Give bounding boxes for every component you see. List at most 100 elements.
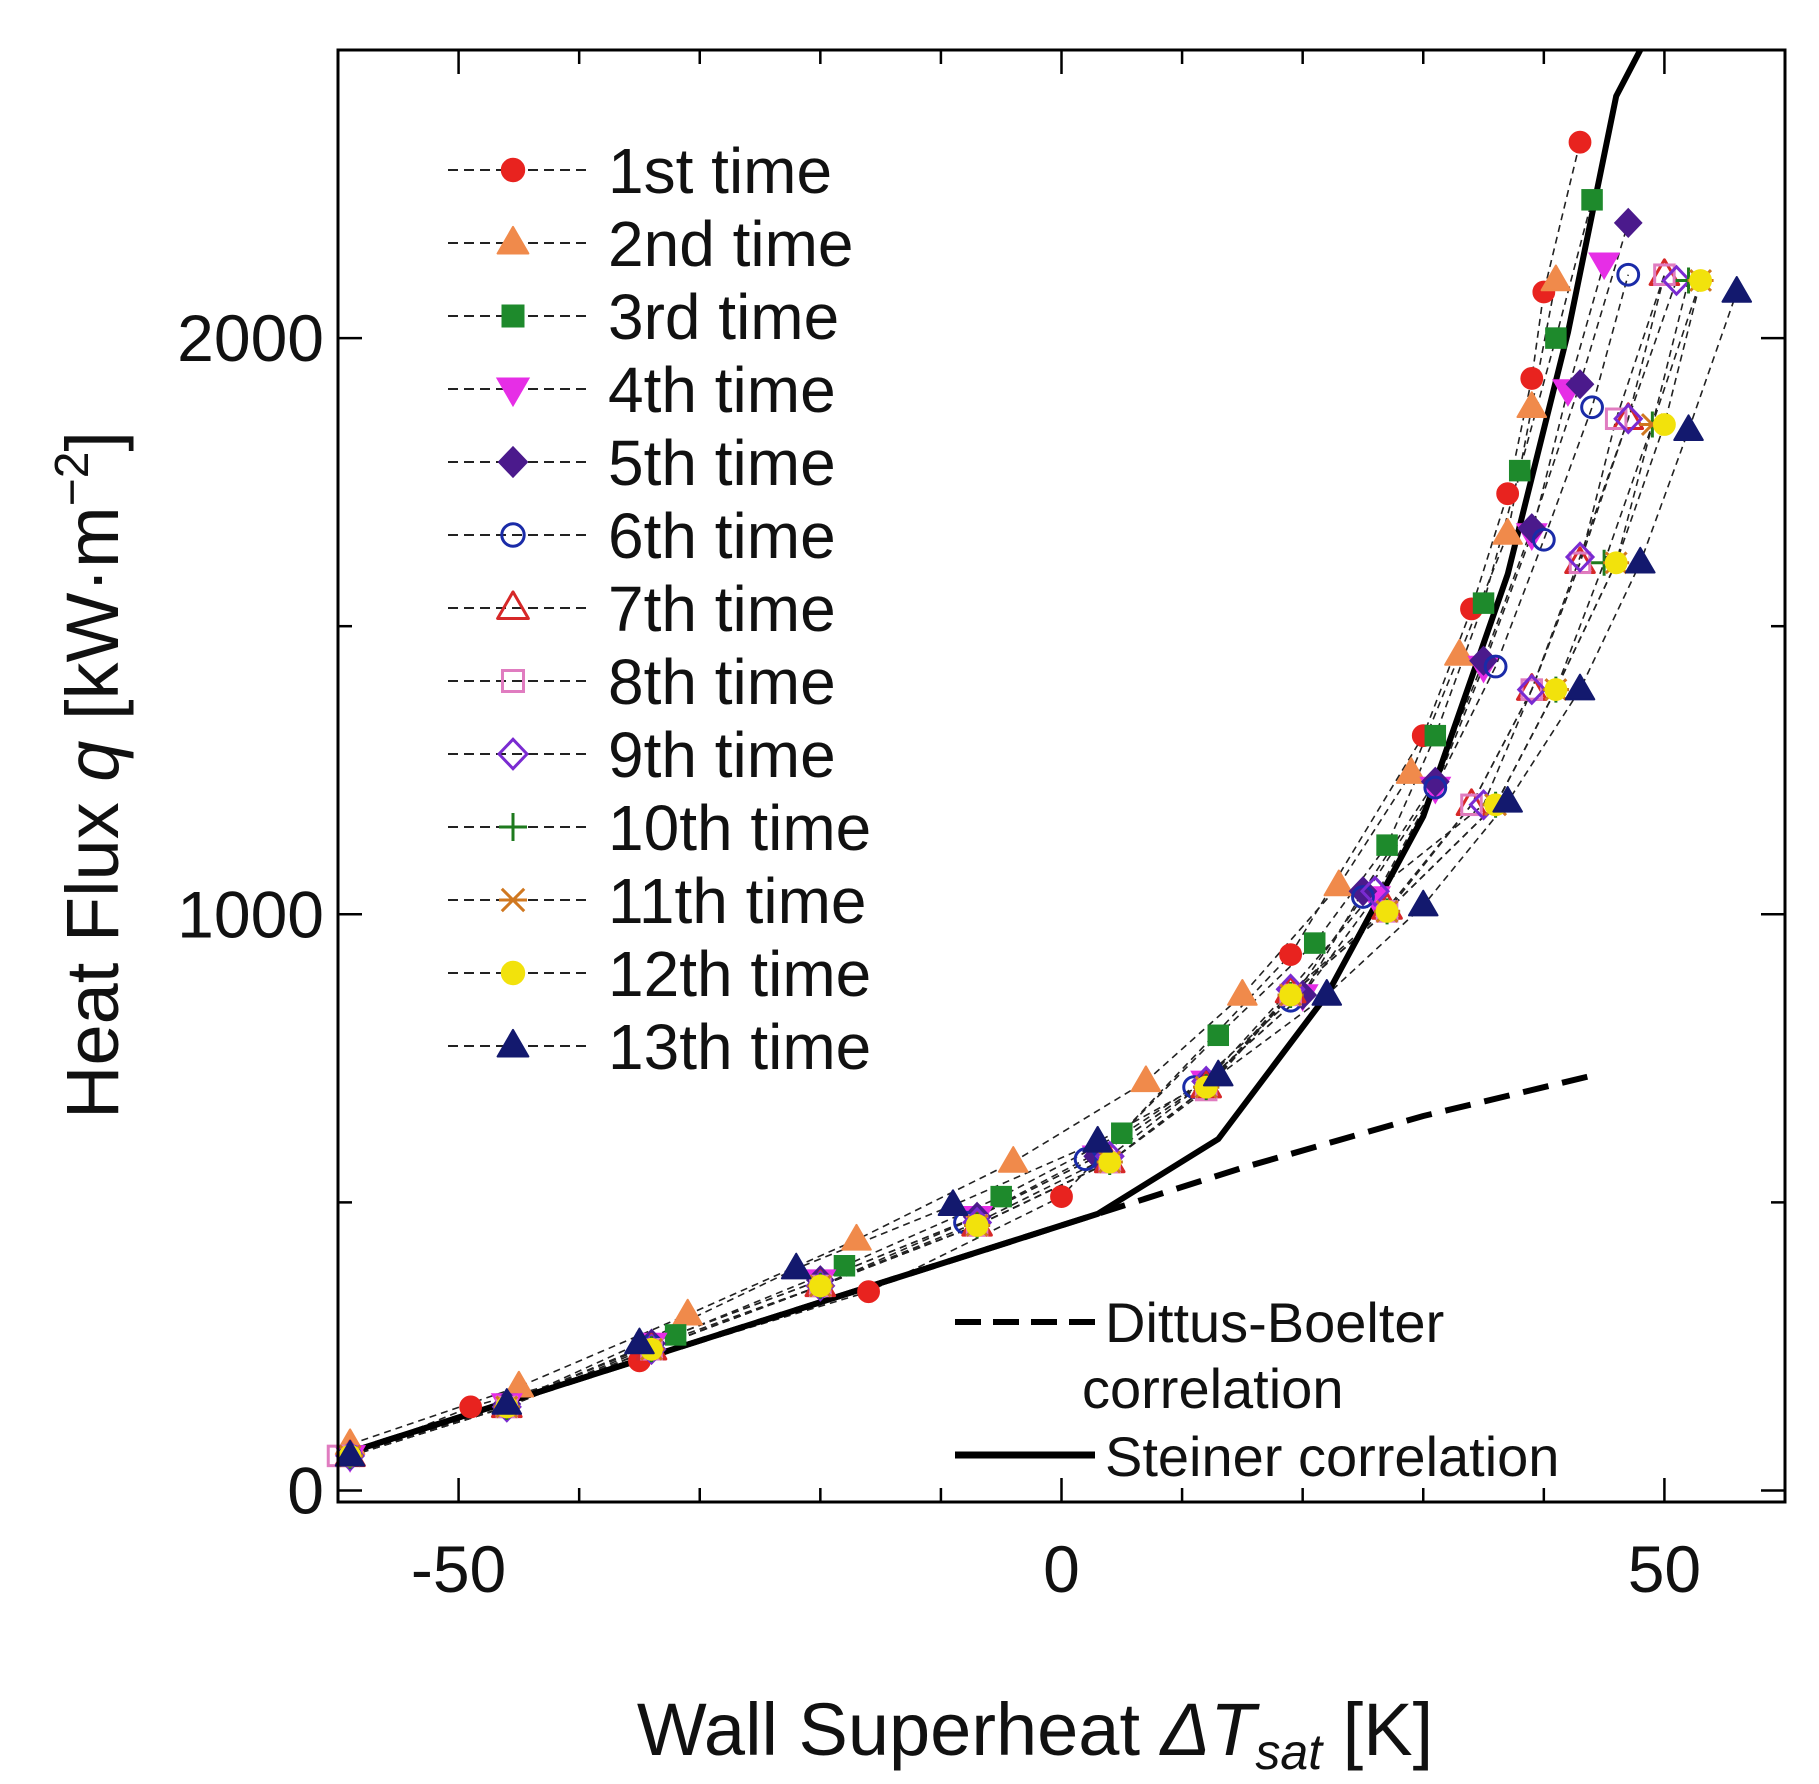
data-point-s5-14-shape — [1613, 207, 1643, 238]
legend-item-3: 3rd time — [448, 281, 839, 353]
legend-item-10: 10th time — [448, 792, 871, 864]
legend-item-12: 12th time — [448, 938, 871, 1010]
data-point-s6-10 — [1423, 775, 1448, 800]
data-point-s3-7 — [1207, 1024, 1230, 1047]
data-point-s1-4-shape — [857, 1280, 880, 1304]
x-ticks: -50 0 50 — [336, 50, 1787, 1606]
legend-marker-5 — [497, 445, 529, 479]
data-point-s3-13 — [1545, 327, 1567, 349]
data-point-s13-12 — [1625, 546, 1656, 574]
legend-item-13: 13th time — [448, 1011, 871, 1083]
data-point-s12-8 — [1279, 983, 1303, 1007]
x-tick-label: -50 — [411, 1532, 506, 1606]
legend-item-2: 2nd time — [448, 208, 853, 280]
data-point-s7-13-shape — [1612, 402, 1645, 431]
data-point-s3-8-shape — [1303, 932, 1326, 954]
data-point-s1-2-shape — [459, 1395, 483, 1419]
data-point-s1-6 — [1279, 943, 1303, 967]
data-point-s13-3 — [624, 1327, 655, 1355]
legend-label: 3rd time — [608, 281, 839, 353]
data-point-s8-10 — [1460, 793, 1483, 817]
legend-marker-1 — [500, 157, 526, 183]
data-point-s6-9 — [1351, 885, 1375, 909]
data-point-s13-7-shape — [1202, 1059, 1234, 1087]
legend-steiner-label: Steiner correlation — [1105, 1425, 1559, 1488]
data-point-s3-9-shape — [1376, 834, 1398, 856]
legend-marker-2 — [496, 225, 530, 255]
data-point-s3-11-shape — [1472, 592, 1495, 614]
data-point-s13-13 — [1673, 414, 1704, 442]
data-point-s13-5 — [937, 1189, 969, 1217]
data-point-s2-12 — [1516, 391, 1548, 418]
data-point-s3-5-shape — [990, 1185, 1012, 1208]
data-point-s13-5-shape — [937, 1189, 969, 1217]
data-point-s4-14-shape — [1588, 252, 1621, 281]
data-point-s3-5 — [990, 1185, 1012, 1208]
data-point-s2-5-shape — [997, 1146, 1029, 1173]
y-axis-label-text: Heat Flux — [51, 782, 134, 1119]
data-point-s3-10 — [1424, 724, 1447, 747]
legend-item-11: 11th time — [448, 865, 867, 937]
legend-label: 1st time — [608, 135, 832, 207]
legend-steiner: Steiner correlation — [955, 1425, 1559, 1488]
series-13-points — [334, 276, 1753, 1467]
data-point-s13-7 — [1202, 1059, 1234, 1087]
data-point-s9-12 — [1564, 541, 1596, 573]
data-point-s2-5 — [997, 1146, 1029, 1173]
x-axis-label: Wall Superheat ΔTsat [K] — [637, 1688, 1433, 1780]
legend-marker-4-shape — [495, 377, 531, 408]
data-point-s13-2 — [491, 1388, 523, 1415]
data-point-s12-4-shape — [808, 1274, 832, 1298]
data-point-s3-14 — [1581, 189, 1603, 211]
data-point-s2-9 — [1395, 757, 1427, 784]
y-tick-label: 1000 — [177, 877, 324, 951]
y-axis-symbol: q — [51, 741, 134, 782]
data-point-s1-12 — [1568, 130, 1592, 154]
legend-marker-13-shape — [496, 1028, 530, 1058]
legend-label: 13th time — [608, 1011, 871, 1083]
data-point-s4-14 — [1588, 252, 1621, 281]
data-point-s8-10-shape — [1460, 793, 1483, 817]
data-point-s2-8 — [1323, 869, 1355, 897]
y-tick-label: 0 — [287, 1453, 324, 1527]
legend-item-8: 8th time — [448, 646, 836, 718]
legend-dittus-boelter-label: Dittus-Boelter — [1105, 1291, 1444, 1354]
data-point-s1-10 — [1520, 367, 1544, 390]
data-point-s8-14-shape — [1653, 263, 1676, 286]
data-point-s5-14 — [1613, 207, 1643, 238]
data-point-s12-8-shape — [1279, 983, 1303, 1007]
data-point-s13-4 — [780, 1252, 812, 1280]
legend-marker-8 — [501, 669, 525, 693]
data-point-s8-11-shape — [1520, 678, 1544, 701]
data-point-s13-9-shape — [1407, 889, 1439, 917]
data-point-s13-14-shape — [1721, 276, 1753, 303]
data-point-s13-8-shape — [1311, 979, 1343, 1006]
data-point-s12-13-shape — [1653, 413, 1676, 436]
data-point-s13-1-shape — [334, 1439, 366, 1467]
series-2-points — [334, 264, 1572, 1456]
data-point-s6-9-shape — [1351, 885, 1375, 909]
data-point-s9-14 — [1661, 264, 1692, 297]
x-tick-label: 0 — [1043, 1532, 1080, 1606]
data-point-s13-6-shape — [1082, 1125, 1113, 1153]
data-point-s2-3-shape — [672, 1298, 703, 1326]
legend-marker-12-shape — [500, 960, 526, 986]
data-point-s13-11 — [1564, 673, 1596, 701]
data-point-s1-6-shape — [1279, 943, 1303, 967]
y-axis-unit: [kW·m — [51, 506, 134, 740]
y-axis-close: ] — [51, 431, 134, 452]
data-point-s9-9 — [1359, 875, 1391, 908]
data-point-s7-13 — [1612, 402, 1645, 431]
data-point-s5-12 — [1517, 513, 1547, 544]
legend-marker-6 — [500, 522, 526, 548]
data-point-s8-11 — [1520, 678, 1544, 701]
legend-dittus-boelter-label-2: correlation — [1082, 1357, 1343, 1420]
data-point-s1-9-shape — [1496, 482, 1520, 506]
data-point-s12-14 — [1689, 269, 1712, 292]
legend-item-9: 9th time — [448, 719, 836, 791]
data-point-s1-4 — [857, 1280, 880, 1304]
data-point-s6-13-shape — [1580, 395, 1604, 420]
data-point-s2-7-shape — [1227, 979, 1258, 1006]
